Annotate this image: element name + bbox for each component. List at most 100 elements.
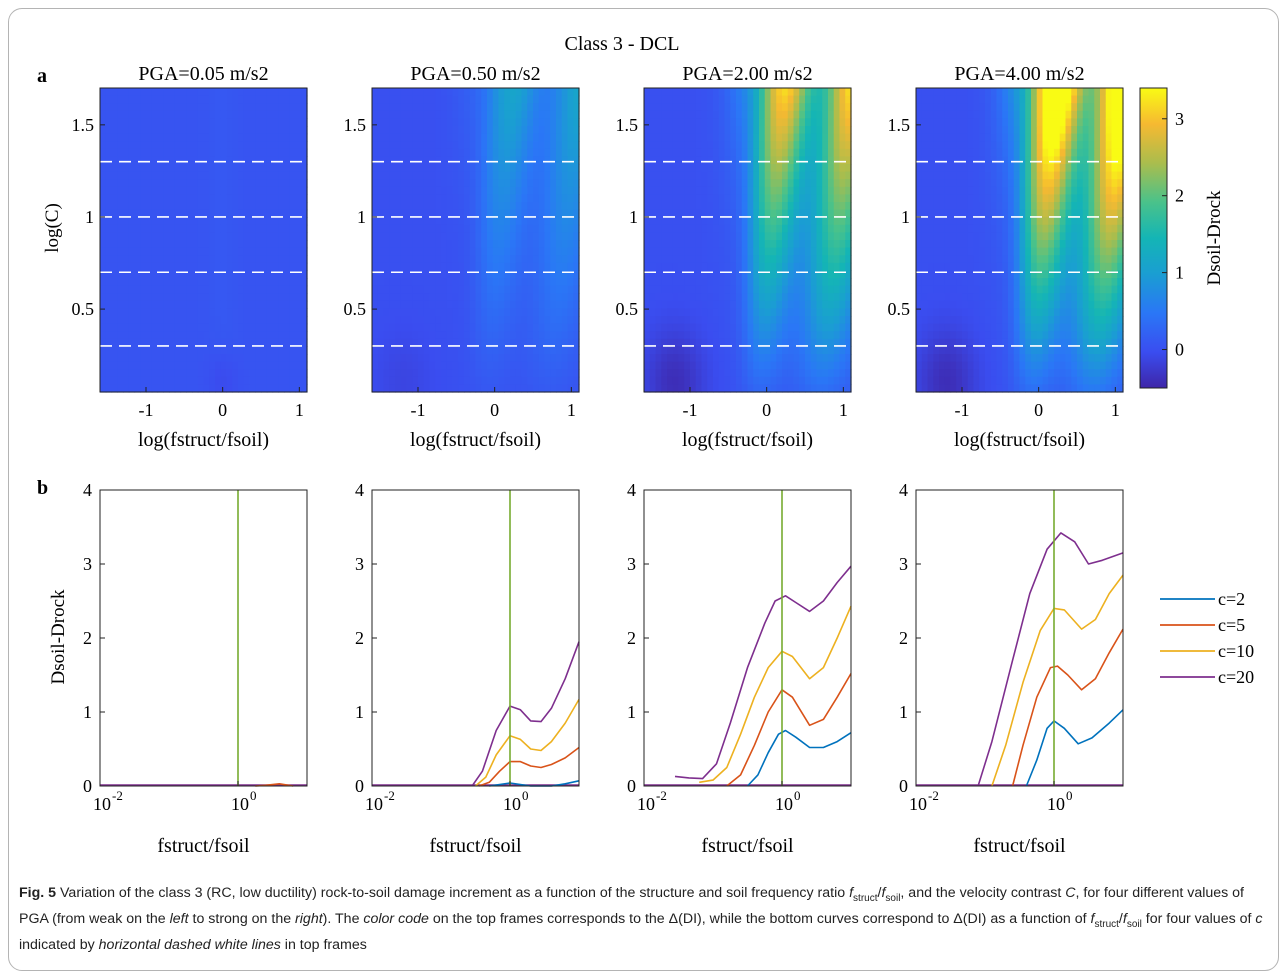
heatmap-cell [759, 316, 766, 325]
heatmap-cell [301, 186, 308, 195]
heatmap-cell [406, 240, 413, 249]
heatmap-cell [996, 369, 1003, 378]
heatmap-cell [544, 278, 551, 287]
heatmap-cell [134, 95, 141, 104]
heatmap-cell [238, 164, 245, 173]
heatmap-cell [828, 285, 835, 294]
heatmap-cell [452, 278, 459, 287]
heatmap-cell [163, 262, 170, 271]
heatmap-cell [649, 384, 657, 393]
heatmap-cell [962, 202, 969, 211]
heatmap-cell [180, 164, 187, 173]
heatmap-cell [186, 194, 193, 203]
heatmap-cell [169, 308, 176, 317]
heatmap-cell [209, 361, 216, 370]
heatmap-cell [100, 95, 107, 104]
heatmap-cell [469, 156, 477, 165]
heatmap-cell [776, 369, 783, 378]
heatmap-cell [713, 202, 720, 211]
heatmap-cell [939, 316, 946, 325]
heatmap-cell [990, 118, 998, 127]
heatmap-cell [134, 270, 141, 279]
heatmap-cell [967, 285, 975, 294]
heatmap-cell [515, 110, 523, 119]
heatmap-cell [661, 110, 668, 119]
heatmap-cell [475, 164, 482, 173]
heatmap-cell [967, 202, 975, 211]
heatmap-cell [839, 202, 846, 211]
heatmap-cell [238, 278, 245, 287]
heatmap-cell [105, 95, 113, 104]
heatmap-cell [232, 384, 239, 393]
heatmap-cell [644, 278, 651, 287]
heatmap-cell [684, 95, 691, 104]
heatmap-cell [203, 331, 210, 340]
heatmap-cell [816, 95, 823, 104]
heatmap-cell [174, 156, 182, 165]
heatmap-cell [515, 285, 523, 294]
heatmap-cell [395, 186, 402, 195]
heatmap-cell [770, 300, 777, 309]
heatmap-cell [787, 179, 795, 188]
heatmap-cell [845, 323, 852, 332]
heatmap-cell [169, 141, 176, 150]
heatmap-cell [406, 209, 413, 218]
heatmap-cell [916, 209, 923, 218]
heatmap-cell [412, 126, 419, 135]
heatmap-cell [933, 133, 940, 142]
heatmap-cell [724, 316, 731, 325]
heatmap-cell [967, 240, 975, 249]
heatmap-cell [695, 133, 703, 142]
heatmap-cell [458, 217, 465, 226]
heatmap-cell [301, 202, 308, 211]
heatmap-cell [839, 156, 846, 165]
heatmap-cell [533, 95, 540, 104]
heatmap-cell [956, 118, 963, 127]
heatmap-cell [747, 384, 754, 393]
heatmap-cell [776, 240, 783, 249]
heatmap-cell [567, 308, 574, 317]
heatmap-cell [556, 255, 563, 264]
heatmap-cell [753, 338, 760, 347]
heatmap-cell [533, 331, 540, 340]
heatmap-cell [261, 103, 268, 112]
heatmap-cell [446, 103, 454, 112]
heatmap-cell [985, 376, 992, 385]
heatmap-cell [741, 194, 749, 203]
heatmap-cell [556, 354, 563, 363]
heatmap-cell [180, 103, 187, 112]
heatmap-cell [759, 148, 766, 157]
heatmap-cell [573, 164, 580, 173]
heatmap-cell [805, 202, 812, 211]
heatmap-cell [810, 179, 818, 188]
heatmap-cell [973, 156, 980, 165]
heatmap-cell [487, 308, 494, 317]
heatmap-cell [492, 164, 500, 173]
heatmap-cell [100, 338, 107, 347]
heatmap-cell [400, 88, 408, 97]
heatmap-cell [192, 255, 199, 264]
heatmap-cell [504, 278, 511, 287]
heatmap-cell [799, 240, 806, 249]
heatmap-cell [770, 346, 777, 355]
heatmap-cell [573, 194, 580, 203]
heatmap-cell [805, 346, 812, 355]
heatmap-cell [278, 133, 285, 142]
heatmap-cell [736, 293, 743, 302]
heatmap-cell [441, 300, 448, 309]
heatmap-cell [377, 308, 385, 317]
heatmap-cell [220, 171, 228, 180]
heatmap-cell [238, 95, 245, 104]
heatmap-cell [180, 384, 187, 393]
heatmap-cell [301, 133, 308, 142]
heatmap-cell [944, 247, 952, 256]
heatmap-cell [921, 338, 929, 347]
heatmap-cell [684, 247, 691, 256]
heatmap-cell [550, 171, 557, 180]
heatmap-cell [764, 308, 772, 317]
heatmap-cell [301, 361, 308, 370]
heatmap-cell [197, 331, 205, 340]
heatmap-cell [215, 247, 222, 256]
heatmap-cell [498, 323, 505, 332]
heatmap-cell [469, 255, 477, 264]
